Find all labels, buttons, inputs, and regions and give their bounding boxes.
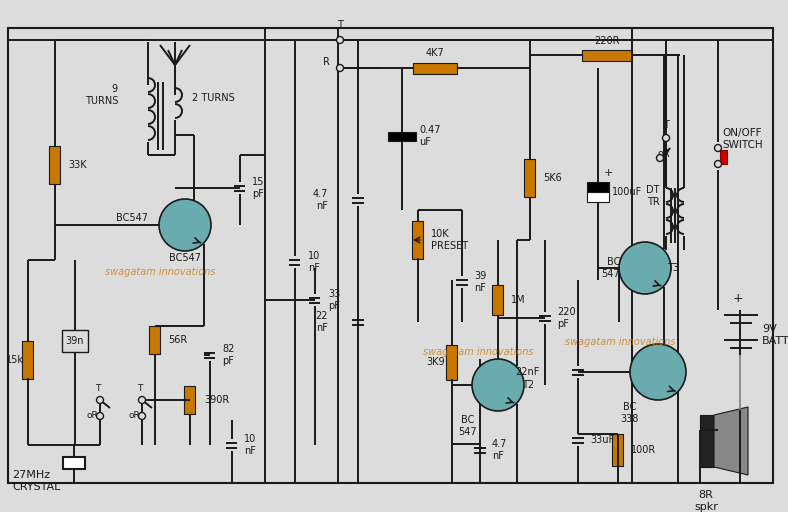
Text: T: T <box>137 384 143 393</box>
Bar <box>720 150 727 164</box>
Text: 4.7
nF: 4.7 nF <box>313 189 328 211</box>
Circle shape <box>159 199 211 251</box>
Text: swagatam innovations: swagatam innovations <box>105 267 215 277</box>
Text: 390R: 390R <box>204 395 229 405</box>
Bar <box>62 330 88 352</box>
Text: 10
nF: 10 nF <box>244 434 256 456</box>
Text: 82
pF: 82 pF <box>222 344 234 366</box>
Text: 4.7
nF: 4.7 nF <box>492 439 507 461</box>
Text: 33
pF: 33 pF <box>328 289 340 311</box>
Text: 8R
spkr: 8R spkr <box>694 490 718 511</box>
Text: ON/OFF
SWITCH: ON/OFF SWITCH <box>722 128 763 150</box>
Text: 33uF: 33uF <box>590 435 614 445</box>
Circle shape <box>472 359 524 411</box>
Text: 4K7: 4K7 <box>426 48 444 58</box>
Text: oR: oR <box>128 412 140 420</box>
Text: BC547: BC547 <box>116 213 148 223</box>
Text: 2 TURNS: 2 TURNS <box>192 93 235 103</box>
Text: 39
nF: 39 nF <box>474 271 486 293</box>
Polygon shape <box>714 407 748 475</box>
Text: DT
TR: DT TR <box>646 185 660 207</box>
Text: BC
547: BC 547 <box>601 257 620 279</box>
Text: 3K9: 3K9 <box>426 357 444 367</box>
Text: BC547: BC547 <box>169 253 201 263</box>
Text: 27MHz
CRYSTAL: 27MHz CRYSTAL <box>12 471 61 492</box>
Text: BC
338: BC 338 <box>621 402 639 423</box>
Bar <box>612 434 623 466</box>
Circle shape <box>715 160 722 167</box>
Text: 15k: 15k <box>6 355 24 365</box>
Text: 5K6: 5K6 <box>543 173 562 183</box>
Circle shape <box>336 36 344 44</box>
Text: 10
nF: 10 nF <box>308 251 320 273</box>
Circle shape <box>336 65 344 72</box>
Bar <box>184 386 195 414</box>
Circle shape <box>663 135 670 141</box>
Bar <box>582 50 632 60</box>
Bar <box>63 457 85 469</box>
Text: 10K
PRESET: 10K PRESET <box>431 229 468 251</box>
Bar <box>412 221 423 259</box>
Bar <box>23 341 34 379</box>
Bar <box>492 285 504 315</box>
Text: 1M: 1M <box>511 295 526 305</box>
Bar <box>587 192 609 202</box>
Circle shape <box>715 144 722 152</box>
Bar <box>8 28 773 483</box>
Text: swagatam innovations: swagatam innovations <box>422 347 533 357</box>
Bar <box>700 415 714 467</box>
Text: BC
547: BC 547 <box>459 415 478 437</box>
Text: oR: oR <box>658 149 671 159</box>
Text: +: + <box>604 168 613 178</box>
Circle shape <box>139 396 146 403</box>
Text: 15
pF: 15 pF <box>252 177 265 199</box>
Text: T: T <box>95 384 101 393</box>
Bar <box>388 132 416 141</box>
Circle shape <box>139 413 146 419</box>
Circle shape <box>96 396 103 403</box>
Bar <box>50 146 61 184</box>
Text: 39n: 39n <box>65 336 84 346</box>
Text: R: R <box>323 57 330 67</box>
Text: oR: oR <box>86 412 98 420</box>
Text: T: T <box>337 20 343 30</box>
Text: 220
pF: 220 pF <box>557 307 575 329</box>
Text: 100uF: 100uF <box>612 187 642 197</box>
Bar <box>150 326 161 354</box>
Bar <box>447 345 458 379</box>
Text: 22nF: 22nF <box>515 367 540 377</box>
Text: swagatam innovations: swagatam innovations <box>565 337 675 347</box>
Text: 0.47
uF: 0.47 uF <box>419 125 440 147</box>
Circle shape <box>656 155 663 161</box>
Bar <box>525 159 536 197</box>
Text: 33K: 33K <box>68 160 87 170</box>
Bar <box>413 62 457 74</box>
Text: T: T <box>663 120 669 130</box>
Text: 9
TURNS: 9 TURNS <box>84 84 118 106</box>
Circle shape <box>630 344 686 400</box>
Circle shape <box>96 413 103 419</box>
Text: 220R: 220R <box>594 36 619 46</box>
Text: 22
nF: 22 nF <box>315 311 328 333</box>
Text: 100R: 100R <box>631 445 656 455</box>
Text: +: + <box>733 292 743 305</box>
Text: T2: T2 <box>522 380 534 390</box>
Text: 56R: 56R <box>168 335 188 345</box>
Circle shape <box>619 242 671 294</box>
Bar <box>587 182 609 192</box>
Text: T3: T3 <box>667 263 679 273</box>
Text: 9V
BATT: 9V BATT <box>762 324 788 346</box>
